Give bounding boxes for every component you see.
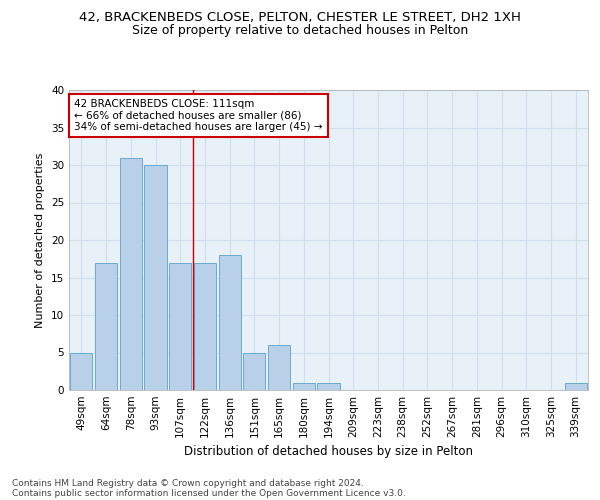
Bar — [243, 352, 265, 390]
Text: Contains public sector information licensed under the Open Government Licence v3: Contains public sector information licen… — [12, 488, 406, 498]
Bar — [565, 382, 587, 390]
Bar — [169, 262, 191, 390]
Text: Size of property relative to detached houses in Pelton: Size of property relative to detached ho… — [132, 24, 468, 37]
X-axis label: Distribution of detached houses by size in Pelton: Distribution of detached houses by size … — [184, 446, 473, 458]
Text: 42, BRACKENBEDS CLOSE, PELTON, CHESTER LE STREET, DH2 1XH: 42, BRACKENBEDS CLOSE, PELTON, CHESTER L… — [79, 11, 521, 24]
Bar — [95, 262, 117, 390]
Bar — [293, 382, 315, 390]
Bar — [268, 345, 290, 390]
Bar — [194, 262, 216, 390]
Bar — [145, 165, 167, 390]
Bar — [218, 255, 241, 390]
Bar — [317, 382, 340, 390]
Text: Contains HM Land Registry data © Crown copyright and database right 2024.: Contains HM Land Registry data © Crown c… — [12, 478, 364, 488]
Bar — [70, 352, 92, 390]
Text: 42 BRACKENBEDS CLOSE: 111sqm
← 66% of detached houses are smaller (86)
34% of se: 42 BRACKENBEDS CLOSE: 111sqm ← 66% of de… — [74, 99, 323, 132]
Y-axis label: Number of detached properties: Number of detached properties — [35, 152, 46, 328]
Bar — [119, 158, 142, 390]
